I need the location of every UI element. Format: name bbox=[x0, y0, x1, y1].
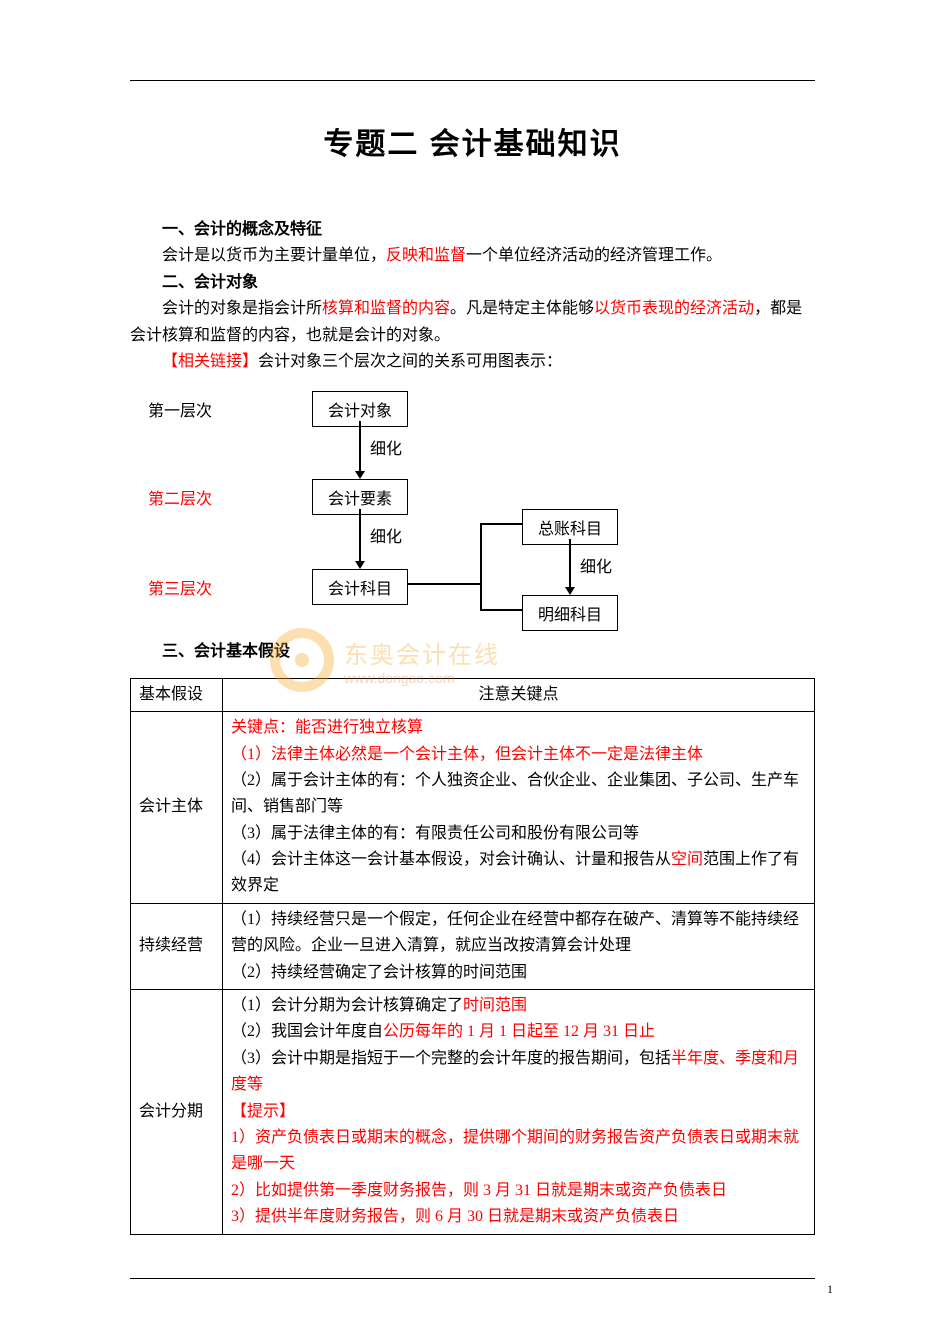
section-2-p1: 会计的对象是指会计所核算和监督的内容。凡是特定主体能够以货币表现的经济活动，都是… bbox=[130, 296, 815, 349]
fc-line-3h bbox=[408, 583, 480, 585]
fc-line-3to5 bbox=[480, 609, 522, 611]
section-2-heading: 二、会计对象 bbox=[130, 270, 815, 296]
body-text: 一、会计的概念及特征 会计是以货币为主要计量单位，反映和监督一个单位经济活动的经… bbox=[130, 217, 815, 375]
r2-l2: （3）会计中期是指短于一个完整的会计年度的报告期间，包括半年度、季度和月度等 bbox=[231, 1046, 806, 1099]
fc-line-1 bbox=[359, 421, 361, 471]
r2-l0: （1）会计分期为会计核算确定了时间范围 bbox=[231, 993, 806, 1019]
table-row: 会计分期 （1）会计分期为会计核算确定了时间范围 （2）我国会计年度自公历每年的… bbox=[131, 990, 815, 1235]
s2-p1a: 会计的对象是指会计所 bbox=[162, 300, 322, 317]
fc-level1-label: 第一层次 bbox=[148, 397, 212, 421]
row1-content: （1）持续经营只是一个假定，任何企业在经营中都存在破产、清算等不能持续经营的风险… bbox=[223, 903, 815, 989]
section-1-p1: 会计是以货币为主要计量单位，反映和监督一个单位经济活动的经济管理工作。 bbox=[130, 243, 815, 269]
r1-l0: （1）持续经营只是一个假定，任何企业在经营中都存在破产、清算等不能持续经营的风险… bbox=[231, 907, 806, 960]
table-row: 会计主体 关键点：能否进行独立核算 （1）法律主体必然是一个会计主体，但会计主体… bbox=[131, 712, 815, 904]
flowchart: 第一层次 第二层次 第三层次 会计对象 会计要素 会计科目 总账科目 明细科目 … bbox=[130, 391, 815, 631]
s2-p1b: 。凡是特定主体能够 bbox=[450, 300, 594, 317]
fc-line-3v bbox=[480, 523, 482, 611]
r2-l4: 1）资产负债表日或期末的概念，提供哪个期间的财务报告资产负债表日或期末就是哪一天 bbox=[231, 1125, 806, 1178]
s1-p1b: 一个单位经济活动的经济管理工作。 bbox=[466, 247, 722, 264]
row1-label: 持续经营 bbox=[131, 903, 223, 989]
r2-l3: 【提示】 bbox=[231, 1099, 806, 1125]
fc-line-3to4 bbox=[480, 523, 522, 525]
row2-label: 会计分期 bbox=[131, 990, 223, 1235]
r2-l0-red: 时间范围 bbox=[463, 997, 527, 1014]
r0-l3: （3）属于法律主体的有：有限责任公司和股份有限公司等 bbox=[231, 821, 806, 847]
s2-p1-red2: 以货币表现的经济活动 bbox=[594, 300, 754, 317]
r2-l6: 3）提供半年度财务报告，则 6 月 30 日就是期末或资产负债表日 bbox=[231, 1204, 806, 1230]
assumptions-table: 基本假设 注意关键点 会计主体 关键点：能否进行独立核算 （1）法律主体必然是一… bbox=[130, 678, 815, 1235]
link-text: 会计对象三个层次之间的关系可用图表示： bbox=[258, 353, 562, 370]
row0-content: 关键点：能否进行独立核算 （1）法律主体必然是一个会计主体，但会计主体不一定是法… bbox=[223, 712, 815, 904]
section-2-link: 【相关链接】会计对象三个层次之间的关系可用图表示： bbox=[130, 349, 815, 375]
row0-label: 会计主体 bbox=[131, 712, 223, 904]
r0-l4-red: 空间 bbox=[671, 851, 703, 868]
page-number: 1 bbox=[827, 1282, 833, 1297]
top-rule bbox=[130, 80, 815, 81]
fc-level3-label: 第三层次 bbox=[148, 575, 212, 599]
fc-refine-2: 细化 bbox=[370, 523, 402, 547]
fc-line-2 bbox=[359, 509, 361, 561]
fc-box-5: 明细科目 bbox=[522, 595, 618, 631]
r2-l2-prefix: （3）会计中期是指短于一个完整的会计年度的报告期间，包括 bbox=[231, 1050, 671, 1067]
r2-l1-prefix: （2）我国会计年度自 bbox=[231, 1023, 383, 1040]
s1-p1-red: 反映和监督 bbox=[386, 247, 466, 264]
fc-refine-1: 细化 bbox=[370, 435, 402, 459]
fc-arrow-1 bbox=[355, 471, 365, 479]
r2-l0-prefix: （1）会计分期为会计核算确定了 bbox=[231, 997, 463, 1014]
fc-level2-label: 第二层次 bbox=[148, 485, 212, 509]
fc-refine-3: 细化 bbox=[580, 553, 612, 577]
r0-l0: 关键点：能否进行独立核算 bbox=[231, 715, 806, 741]
s1-p1a: 会计是以货币为主要计量单位， bbox=[162, 247, 386, 264]
r0-l1: （1）法律主体必然是一个会计主体，但会计主体不一定是法律主体 bbox=[231, 742, 806, 768]
page-title: 专题二 会计基础知识 bbox=[100, 119, 845, 163]
section-1-heading: 一、会计的概念及特征 bbox=[130, 217, 815, 243]
fc-line-4 bbox=[569, 539, 571, 587]
r0-l2: （2）属于会计主体的有：个人独资企业、合伙企业、企业集团、子公司、生产车间、销售… bbox=[231, 768, 806, 821]
row2-content: （1）会计分期为会计核算确定了时间范围 （2）我国会计年度自公历每年的 1 月 … bbox=[223, 990, 815, 1235]
r0-l4-prefix: （4）会计主体这一会计基本假设，对会计确认、计量和报告从 bbox=[231, 851, 671, 868]
r2-l5: 2）比如提供第一季度财务报告，则 3 月 31 日就是期末或资产负债表日 bbox=[231, 1178, 806, 1204]
r1-l1: （2）持续经营确定了会计核算的时间范围 bbox=[231, 960, 806, 986]
r2-l1: （2）我国会计年度自公历每年的 1 月 1 日起至 12 月 31 日止 bbox=[231, 1019, 806, 1045]
link-label: 【相关链接】 bbox=[162, 353, 258, 370]
table-row: 持续经营 （1）持续经营只是一个假定，任何企业在经营中都存在破产、清算等不能持续… bbox=[131, 903, 815, 989]
fc-box-3: 会计科目 bbox=[312, 569, 408, 605]
table-header-1: 注意关键点 bbox=[223, 678, 815, 711]
section-3: 三、会计基本假设 bbox=[130, 639, 815, 665]
r2-l1-red: 公历每年的 1 月 1 日起至 12 月 31 日止 bbox=[383, 1023, 655, 1040]
r0-l4: （4）会计主体这一会计基本假设，对会计确认、计量和报告从空间范围上作了有效界定 bbox=[231, 847, 806, 900]
foot-rule bbox=[130, 1278, 815, 1279]
section-3-heading: 三、会计基本假设 bbox=[130, 639, 815, 665]
table-header-0: 基本假设 bbox=[131, 678, 223, 711]
fc-arrow-2 bbox=[355, 561, 365, 569]
s2-p1-red1: 核算和监督的内容 bbox=[322, 300, 450, 317]
fc-arrow-4 bbox=[565, 587, 575, 595]
